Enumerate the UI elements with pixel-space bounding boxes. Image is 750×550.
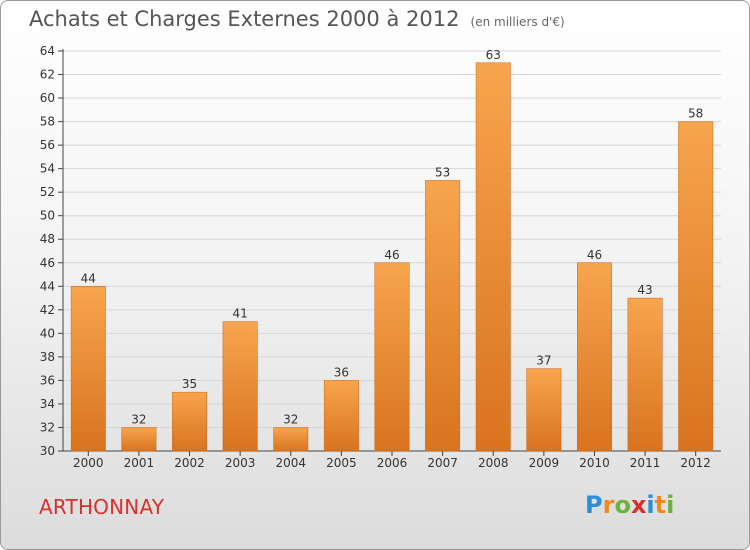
bar-value-label: 43	[637, 283, 652, 297]
bar	[425, 180, 461, 452]
logo-letter: t	[654, 491, 667, 519]
chart-unit: (en milliers d'€)	[470, 15, 565, 29]
chart-title: Achats et Charges Externes 2000 à 2012	[29, 7, 460, 31]
x-tick-label: 2000	[73, 456, 104, 470]
y-tick-label: 54	[40, 162, 55, 176]
bar	[121, 427, 157, 452]
bar	[172, 391, 207, 452]
y-tick-label: 44	[40, 279, 55, 293]
y-tick-label: 58	[40, 115, 55, 129]
y-tick-label: 56	[40, 138, 55, 152]
logo-letter: i	[646, 491, 655, 519]
y-tick-label: 42	[40, 303, 55, 317]
bar-value-label: 58	[688, 107, 703, 121]
x-tick-label: 2001	[124, 456, 155, 470]
bar	[526, 368, 562, 452]
chart-title-block: Achats et Charges Externes 2000 à 2012 (…	[29, 7, 565, 31]
bar	[678, 121, 714, 452]
logo-letter: P	[585, 491, 603, 519]
x-tick-label: 2004	[275, 456, 306, 470]
bar-value-label: 35	[182, 377, 197, 391]
x-tick-label: 2002	[174, 456, 205, 470]
bar	[222, 321, 258, 452]
bar	[475, 62, 511, 452]
bar	[323, 380, 359, 452]
x-tick-label: 2010	[579, 456, 610, 470]
y-tick-label: 64	[40, 44, 55, 58]
bar-value-label: 36	[334, 365, 349, 379]
bar-value-label: 53	[435, 165, 450, 179]
bar-value-label: 41	[233, 307, 248, 321]
bar	[273, 427, 309, 452]
bar	[374, 262, 410, 452]
bar	[577, 262, 612, 452]
x-tick-label: 2003	[225, 456, 256, 470]
bar-value-label: 32	[131, 412, 146, 426]
bar-value-label: 37	[536, 354, 551, 368]
bar-value-label: 63	[486, 48, 501, 62]
y-tick-label: 36	[40, 373, 55, 387]
logo-letter: o	[614, 491, 631, 519]
y-tick-label: 30	[40, 444, 55, 458]
x-tick-label: 2005	[326, 456, 357, 470]
bar-value-label: 32	[283, 412, 298, 426]
x-tick-label: 2012	[680, 456, 711, 470]
bar-value-label: 44	[81, 271, 96, 285]
y-tick-label: 52	[40, 185, 55, 199]
y-tick-label: 62	[40, 68, 55, 82]
logo-letter: i	[666, 491, 675, 519]
bar	[627, 297, 663, 452]
y-tick-label: 34	[40, 397, 55, 411]
y-tick-label: 60	[40, 91, 55, 105]
y-tick-label: 38	[40, 350, 55, 364]
proxiti-logo: Proxiti	[585, 491, 674, 519]
x-tick-label: 2009	[529, 456, 560, 470]
y-tick-label: 50	[40, 209, 55, 223]
x-tick-label: 2011	[630, 456, 661, 470]
bar-value-label: 46	[384, 248, 399, 262]
y-tick-label: 32	[40, 420, 55, 434]
y-tick-label: 46	[40, 256, 55, 270]
y-tick-label: 48	[40, 232, 55, 246]
logo-letter: x	[630, 491, 647, 519]
x-tick-label: 2006	[377, 456, 408, 470]
bar-value-label: 46	[587, 248, 602, 262]
commune-name: ARTHONNAY	[39, 495, 165, 519]
bar	[70, 286, 106, 452]
x-tick-label: 2008	[478, 456, 509, 470]
logo-letter: r	[602, 491, 615, 519]
y-tick-label: 40	[40, 326, 55, 340]
x-tick-label: 2007	[427, 456, 458, 470]
